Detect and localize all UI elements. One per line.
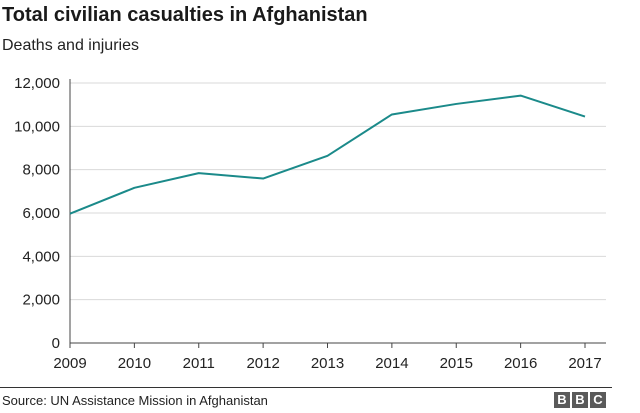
x-tick-label-2: 2011 — [183, 355, 215, 372]
x-tick-label-6: 2015 — [440, 355, 473, 372]
source-note: Source: UN Assistance Mission in Afghani… — [2, 393, 268, 408]
y-tick-label-3: 6,000 — [22, 205, 60, 222]
footer-divider — [0, 387, 612, 388]
x-tick-label-3: 2012 — [246, 355, 279, 372]
x-tick-label-5: 2014 — [375, 355, 408, 372]
series-line-0 — [69, 94, 586, 215]
y-tick-label-5: 10,000 — [14, 118, 60, 135]
y-tick-label-0: 0 — [52, 335, 60, 352]
y-tick-label-6: 12,000 — [14, 75, 60, 92]
logo-letter-3: C — [590, 392, 606, 408]
x-tick-label-0: 2009 — [53, 355, 86, 372]
logo-letter-2: B — [572, 392, 588, 408]
logo-letter-1: B — [554, 392, 570, 408]
x-tick-label-8: 2017 — [568, 355, 601, 372]
y-tick-label-4: 8,000 — [22, 162, 60, 179]
y-tick-label-2: 4,000 — [22, 248, 60, 265]
y-tick-label-1: 2,000 — [22, 292, 60, 309]
bbc-logo: B B C — [554, 392, 606, 408]
x-tick-label-7: 2016 — [504, 355, 537, 372]
chart-title: Total civilian casualties in Afghanistan — [2, 4, 368, 26]
x-tick-label-4: 2013 — [311, 355, 344, 372]
line-chart: 0 2,000 4,000 6,000 8,000 10,000 12,000 2009 201… — [14, 75, 606, 372]
chart-subtitle: Deaths and injuries — [2, 37, 139, 54]
x-tick-label-1: 2010 — [118, 355, 151, 372]
